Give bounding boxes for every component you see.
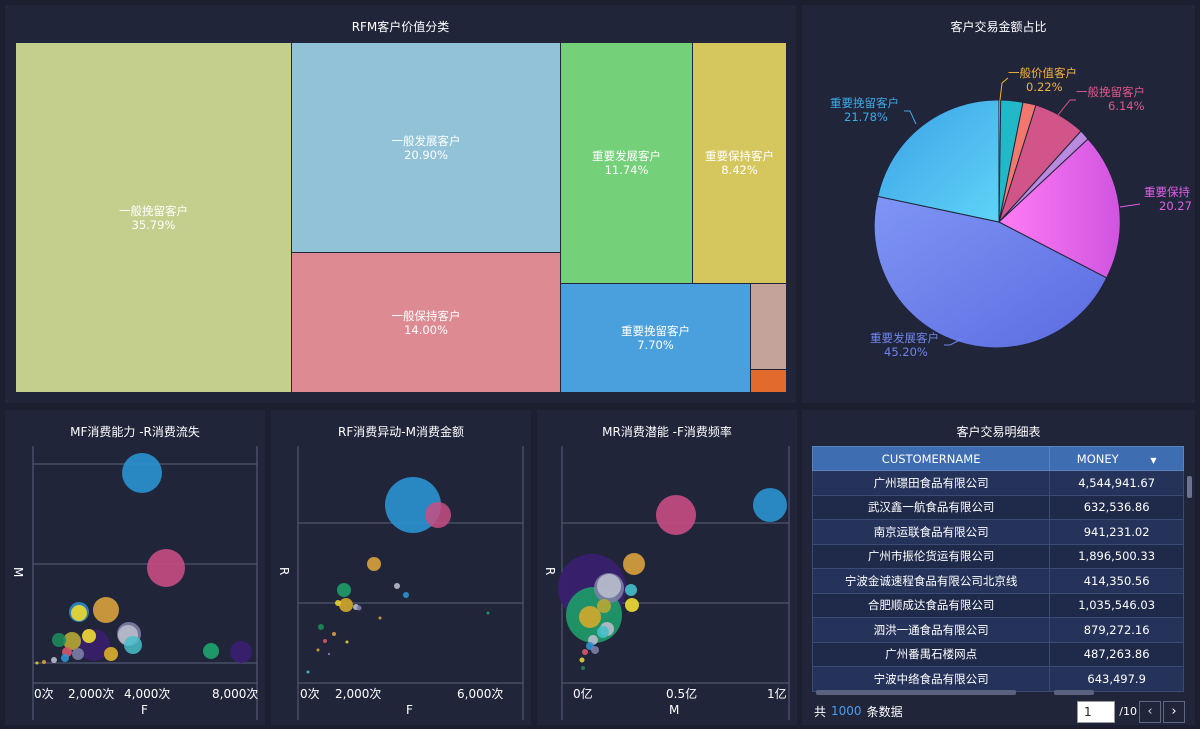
pie-leader-general-value [999, 77, 1009, 101]
pie-label-important-keep: 重要保持 [1144, 185, 1190, 199]
scatter-mf-tick-2: 4,000次 [124, 687, 170, 701]
scatter-mr-panel: MR消费潜能 -F消费频率 R 0亿 [537, 410, 797, 725]
scatter-mr-points [558, 488, 787, 670]
scatter-mf-panel: MF消费能力 -R消费流失 [5, 410, 265, 725]
treemap-cell-6[interactable] [750, 283, 787, 370]
page-total: /10 [1119, 705, 1137, 718]
table-footer: 共 1000 条数据 1 /10 ‹ › [814, 699, 1185, 723]
treemap-cell-0[interactable]: 一般挽留客户 35.79% [15, 42, 292, 393]
treemap-cell-3[interactable]: 重要发展客户 11.74% [560, 42, 693, 284]
col-header-customername[interactable]: CUSTOMERNAME [812, 446, 1051, 471]
scatter-mr-title: MR消费潜能 -F消费频率 [602, 425, 732, 439]
scatter-mf-tick-1: 2,000次 [68, 687, 114, 701]
chevron-left-icon: ‹ [1147, 704, 1153, 719]
scatter-mf-xlabel: F [141, 703, 148, 717]
pie-label-important-retain: 重要挽留客户 [830, 96, 899, 110]
table-panel: 客户交易明细表 CUSTOMERNAME MONEY ▼ 广州璟田食品有限公司 4… [802, 410, 1195, 725]
pie-leader-important-retain [904, 110, 917, 125]
pie-title: 客户交易金额占比 [950, 20, 1047, 34]
table-row[interactable]: 广州番禺石楼网点 487,263.86 [812, 641, 1184, 667]
table-row[interactable]: 宁波中络食品有限公司 643,497.9 [812, 666, 1184, 692]
table-row[interactable]: 广州璟田食品有限公司 4,544,941.67 [812, 470, 1184, 496]
pie-slice-important-develop[interactable] [873, 195, 1108, 349]
scatter-mr-xlabel: M [669, 703, 679, 717]
pie-pct-general-value: 0.22% [1026, 80, 1063, 94]
scatter-rf-title: RF消费异动-M消费金额 [338, 425, 464, 439]
scatter-mf-ylabel: M [11, 567, 25, 577]
scatter-mr-chart: R 0亿 0.5亿 1亿 M [543, 446, 790, 720]
footer-count: 1000 [831, 704, 862, 718]
sort-dropdown-icon[interactable]: ▼ [1150, 455, 1157, 465]
footer-suffix: 条数据 [866, 704, 903, 719]
pie-slice-important-retain[interactable] [877, 99, 1000, 223]
treemap-cell-5[interactable]: 重要挽留客户 7.70% [560, 283, 751, 393]
pie-leader-general-retain [1057, 99, 1076, 116]
scatter-rf-panel: RF消费异动-M消费金额 R 0次 [271, 410, 531, 725]
pie-pct-general-retain: 6.14% [1108, 99, 1145, 113]
pie-leader-important-keep [1119, 203, 1141, 208]
treemap-cell-2[interactable]: 一般保持客户 14.00% [291, 252, 561, 393]
page-number-input[interactable]: 1 [1077, 701, 1115, 723]
pie-label-important-develop: 重要发展客户 [870, 331, 939, 345]
pie-chart: 一般价值客户 0.22% 一般挽留客户 6.14% 重要保持 20.27 重要发… [830, 66, 1192, 359]
chevron-right-icon: › [1171, 704, 1177, 719]
scatter-mr-ylabel: R [543, 567, 557, 575]
pie-slice-important-keep[interactable] [998, 138, 1121, 279]
scatter-rf-ylabel: R [277, 567, 291, 575]
scatter-mr-tick-2: 1亿 [767, 686, 787, 701]
pie-label-general-value: 一般价值客户 [1008, 66, 1077, 80]
table-scroll-area[interactable]: CUSTOMERNAME MONEY ▼ 广州璟田食品有限公司 4,544,941… [812, 446, 1186, 696]
scatter-rf-tick-2: 6,000次 [457, 687, 503, 701]
scatter-mf-points [35, 453, 252, 665]
table-row[interactable]: 宁波金诚速程食品有限公司北京线 414,350.56 [812, 568, 1184, 594]
table-title: 客户交易明细表 [956, 425, 1041, 439]
pie-panel: 客户交易金额占比 一般价值客户 0.22% 一般挽留客户 [802, 5, 1195, 403]
scatter-rf-xlabel: F [406, 703, 413, 717]
scatter-mf-tick-0: 0次 [34, 687, 54, 701]
horizontal-scrollbar-right[interactable] [1054, 690, 1094, 695]
table-row[interactable]: 广州市振伦货运有限公司 1,896,500.33 [812, 543, 1184, 569]
scatter-mr-tick-1: 0.5亿 [666, 686, 697, 701]
prev-page-button[interactable]: ‹ [1139, 701, 1161, 723]
pie-pct-important-retain: 21.78% [844, 110, 888, 124]
table-row[interactable]: 南京运联食品有限公司 941,231.02 [812, 519, 1184, 545]
scatter-mr-tick-0: 0亿 [573, 686, 593, 701]
scatter-mf-tick-3: 8,000次 [212, 687, 258, 701]
treemap-cell-1[interactable]: 一般发展客户 20.90% [291, 42, 561, 253]
treemap-panel: RFM客户价值分类 一般挽留客户 35.79% 一般发展客户 20.90% 一般保持… [5, 5, 796, 403]
table-row[interactable]: 合肥顺成达食品有限公司 1,035,546.03 [812, 592, 1184, 618]
customer-table: CUSTOMERNAME MONEY ▼ 广州璟田食品有限公司 4,544,941… [812, 446, 1184, 692]
scatter-rf-points [306, 477, 490, 674]
footer-prefix: 共 [814, 704, 827, 719]
pie-label-general-retain: 一般挽留客户 [1076, 85, 1145, 99]
scatter-mf-title: MF消费能力 -R消费流失 [70, 425, 200, 439]
treemap-title: RFM客户价值分类 [351, 20, 450, 34]
next-page-button[interactable]: › [1163, 701, 1185, 723]
pie-pct-important-develop: 45.20% [884, 345, 928, 359]
treemap-cell-4[interactable]: 重要保持客户 8.42% [692, 42, 787, 284]
pie-pct-important-keep: 20.27 [1159, 199, 1192, 213]
scatter-mf-chart: M 0次 2,000次 4,000次 8,000次 F [11, 446, 258, 720]
scatter-rf-chart: R 0次 2,000次 6,000次 F [277, 446, 524, 720]
pie-leader-important-develop [944, 338, 963, 346]
vertical-scrollbar[interactable] [1187, 476, 1192, 498]
table-row[interactable]: 泗洪一通食品有限公司 879,272.16 [812, 617, 1184, 643]
table-row[interactable]: 武汉鑫一航食品有限公司 632,536.86 [812, 494, 1184, 520]
horizontal-scrollbar[interactable] [816, 690, 1016, 695]
scatter-rf-tick-1: 2,000次 [335, 687, 381, 701]
scatter-rf-tick-0: 0次 [300, 687, 320, 701]
col-header-money[interactable]: MONEY ▼ [1049, 446, 1184, 471]
treemap-cell-7[interactable] [750, 369, 787, 393]
